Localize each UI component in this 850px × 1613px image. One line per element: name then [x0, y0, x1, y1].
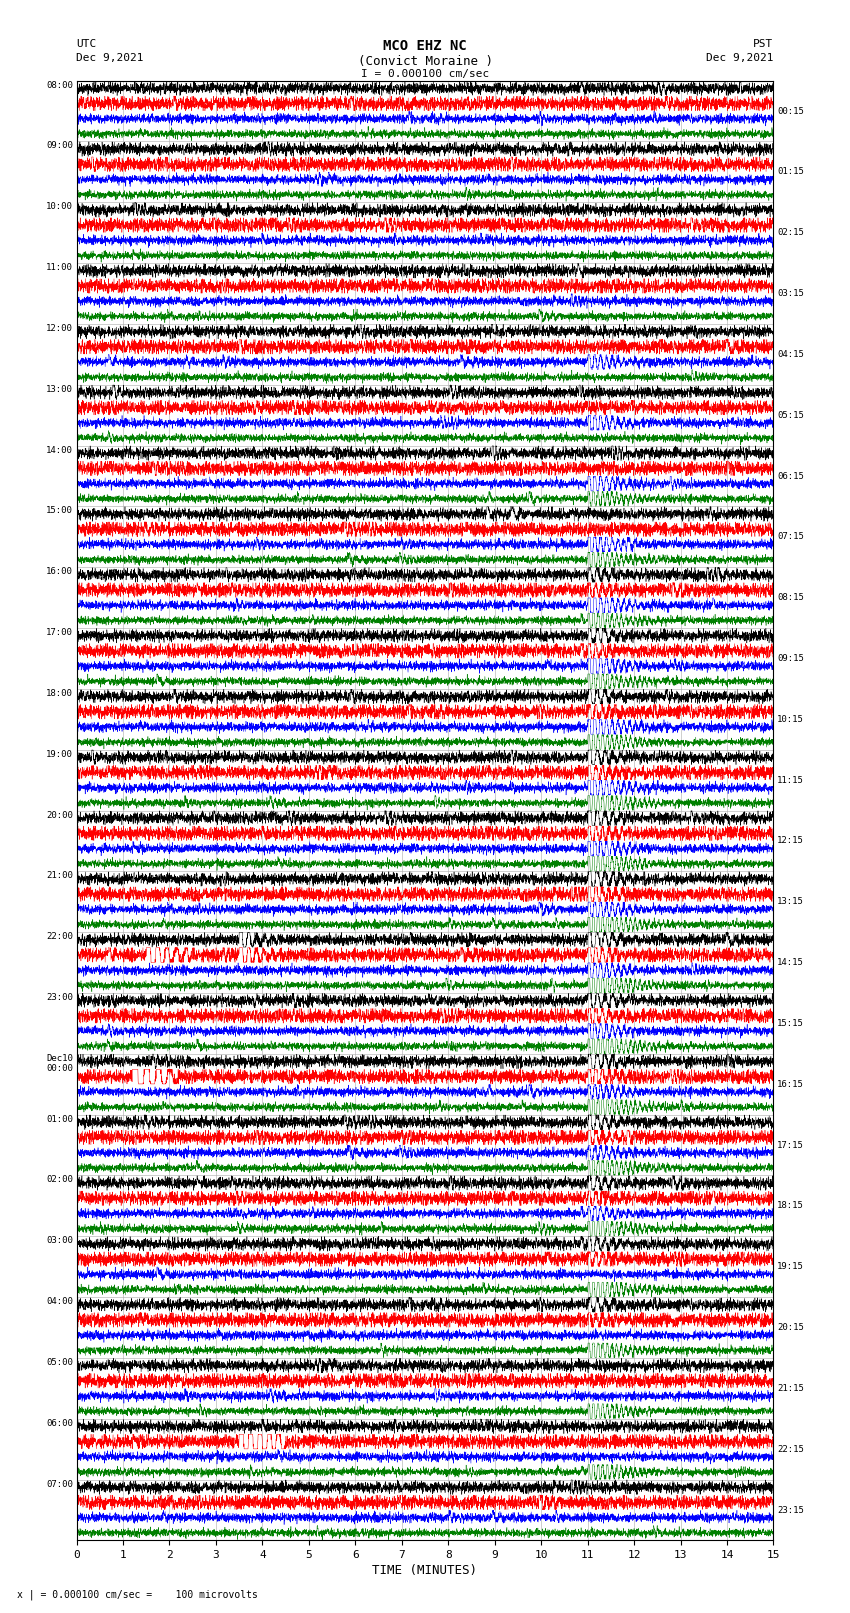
Text: 21:15: 21:15: [777, 1384, 804, 1394]
Text: MCO EHZ NC: MCO EHZ NC: [383, 39, 467, 53]
Text: 04:15: 04:15: [777, 350, 804, 358]
Text: 12:00: 12:00: [46, 324, 73, 332]
Text: 09:15: 09:15: [777, 653, 804, 663]
Text: 17:00: 17:00: [46, 627, 73, 637]
Text: 07:00: 07:00: [46, 1479, 73, 1489]
Text: 12:15: 12:15: [777, 837, 804, 845]
Text: I = 0.000100 cm/sec: I = 0.000100 cm/sec: [361, 69, 489, 79]
Text: 08:00: 08:00: [46, 81, 73, 90]
Text: 15:00: 15:00: [46, 506, 73, 516]
Text: 23:15: 23:15: [777, 1505, 804, 1515]
Text: 09:00: 09:00: [46, 142, 73, 150]
Text: Dec 9,2021: Dec 9,2021: [706, 53, 774, 63]
Text: 17:15: 17:15: [777, 1140, 804, 1150]
Text: 07:15: 07:15: [777, 532, 804, 542]
Text: 23:00: 23:00: [46, 994, 73, 1002]
Text: Dec10
00:00: Dec10 00:00: [46, 1053, 73, 1073]
Text: 10:00: 10:00: [46, 202, 73, 211]
Text: 13:00: 13:00: [46, 386, 73, 394]
Text: x | = 0.000100 cm/sec =    100 microvolts: x | = 0.000100 cm/sec = 100 microvolts: [17, 1589, 258, 1600]
Text: 06:15: 06:15: [777, 471, 804, 481]
Text: 05:00: 05:00: [46, 1358, 73, 1366]
X-axis label: TIME (MINUTES): TIME (MINUTES): [372, 1565, 478, 1578]
Text: 19:00: 19:00: [46, 750, 73, 758]
Text: 18:00: 18:00: [46, 689, 73, 698]
Text: 08:15: 08:15: [777, 594, 804, 602]
Text: 16:00: 16:00: [46, 568, 73, 576]
Text: 03:00: 03:00: [46, 1236, 73, 1245]
Text: 01:15: 01:15: [777, 168, 804, 176]
Text: 11:00: 11:00: [46, 263, 73, 273]
Text: 00:15: 00:15: [777, 106, 804, 116]
Text: 15:15: 15:15: [777, 1019, 804, 1027]
Text: PST: PST: [753, 39, 774, 48]
Text: 20:15: 20:15: [777, 1323, 804, 1332]
Text: 02:00: 02:00: [46, 1176, 73, 1184]
Text: 20:00: 20:00: [46, 810, 73, 819]
Text: 13:15: 13:15: [777, 897, 804, 907]
Text: 18:15: 18:15: [777, 1202, 804, 1210]
Text: 14:15: 14:15: [777, 958, 804, 968]
Text: 22:00: 22:00: [46, 932, 73, 940]
Text: Dec 9,2021: Dec 9,2021: [76, 53, 144, 63]
Text: 01:00: 01:00: [46, 1115, 73, 1124]
Text: 22:15: 22:15: [777, 1445, 804, 1453]
Text: 03:15: 03:15: [777, 289, 804, 298]
Text: 16:15: 16:15: [777, 1079, 804, 1089]
Text: 05:15: 05:15: [777, 411, 804, 419]
Text: 06:00: 06:00: [46, 1419, 73, 1428]
Text: UTC: UTC: [76, 39, 97, 48]
Text: 10:15: 10:15: [777, 715, 804, 724]
Text: 21:00: 21:00: [46, 871, 73, 881]
Text: 14:00: 14:00: [46, 445, 73, 455]
Text: 04:00: 04:00: [46, 1297, 73, 1307]
Text: (Convict Moraine ): (Convict Moraine ): [358, 55, 492, 68]
Text: 19:15: 19:15: [777, 1263, 804, 1271]
Text: 11:15: 11:15: [777, 776, 804, 784]
Text: 02:15: 02:15: [777, 227, 804, 237]
